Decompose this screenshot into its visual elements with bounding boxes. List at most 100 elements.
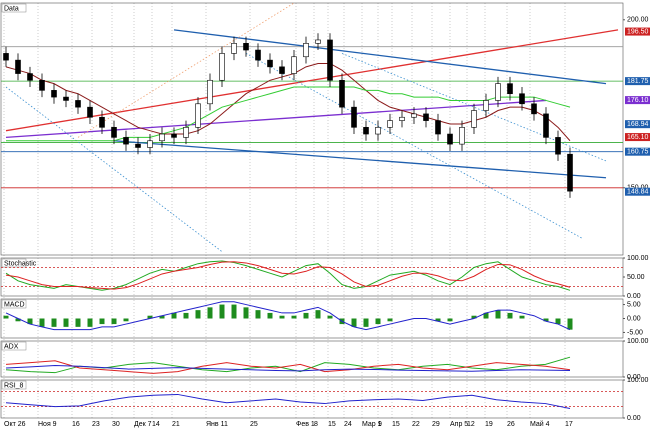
trend-line — [173, 29, 607, 85]
bar — [519, 315, 525, 319]
trend-line — [5, 29, 619, 132]
bar — [63, 318, 69, 327]
candle-body — [351, 106, 357, 128]
bar — [543, 318, 549, 322]
price-tag — [625, 27, 650, 36]
x-tick-label: 15 — [328, 421, 336, 428]
candle-body — [255, 49, 261, 61]
candle-body — [195, 103, 201, 128]
bar — [483, 312, 489, 319]
candle-body — [123, 137, 129, 145]
candle-body — [291, 56, 297, 74]
y-tick-label: 0.00 — [627, 293, 641, 300]
price-tag-label: 148.84 — [627, 189, 649, 196]
candle-body — [363, 127, 369, 135]
bar — [375, 318, 381, 325]
bar — [147, 315, 153, 319]
trend-line — [113, 140, 607, 179]
price-tag-label: 160.75 — [627, 149, 649, 156]
x-tick-label: 9 — [378, 421, 382, 428]
candle-body — [207, 79, 213, 105]
bar — [183, 312, 189, 319]
price-tag — [625, 77, 650, 86]
candle-body — [99, 116, 105, 128]
y-tick-label: 100.00 — [627, 255, 649, 262]
bar — [15, 318, 21, 322]
y-tick-label: 5.00 — [627, 301, 641, 308]
indicator-line — [5, 360, 571, 374]
bar — [327, 315, 333, 319]
x-tick-label: 14 — [152, 421, 160, 428]
candle-body — [435, 120, 441, 135]
bar — [207, 307, 213, 319]
candle-body — [387, 120, 393, 128]
price-tag-label: 168.94 — [627, 121, 649, 128]
price-tag — [625, 147, 650, 156]
candle-body — [243, 43, 249, 51]
panel-title-box — [1, 3, 27, 13]
panel-title-box — [1, 299, 27, 309]
bar — [51, 318, 57, 327]
y-tick-label: 200.00 — [627, 17, 649, 24]
candle-body — [15, 59, 21, 74]
price-tag — [625, 187, 650, 196]
bar — [495, 310, 501, 319]
trend-line — [245, 53, 583, 239]
x-tick-label: Май 4 — [530, 420, 550, 428]
x-tick-label: 30 — [112, 421, 120, 428]
candle-body — [231, 43, 237, 54]
price-tag-label: 196.50 — [627, 28, 649, 35]
x-tick-label: 29 — [432, 421, 440, 428]
bar — [3, 315, 9, 319]
x-tick-label: 22 — [412, 421, 420, 428]
bar — [99, 318, 105, 325]
bar — [255, 310, 261, 319]
candle-body — [399, 116, 405, 121]
x-tick-label: 12 — [467, 421, 475, 428]
price-tag-label: 165.10 — [627, 134, 649, 141]
bar — [279, 315, 285, 319]
bar — [75, 318, 81, 327]
candle-body — [339, 79, 345, 108]
candle-body — [375, 127, 381, 135]
bar — [219, 304, 225, 319]
x-tick-label: 8 — [314, 421, 318, 428]
panel-title-box — [1, 380, 27, 390]
y-tick-label: 0.00 — [627, 415, 641, 422]
bar — [39, 318, 45, 327]
x-tick-label: 26 — [507, 421, 515, 428]
bar — [507, 312, 513, 319]
price-tag-label: 176.10 — [627, 97, 649, 104]
candle-body — [519, 93, 525, 105]
bar — [555, 318, 561, 325]
candle-body — [423, 113, 429, 121]
candle-body — [483, 100, 489, 111]
candle-body — [531, 103, 537, 115]
trend-line — [5, 86, 223, 252]
candle-body — [219, 53, 225, 81]
indicator-line — [5, 393, 571, 409]
bar — [111, 318, 117, 325]
panel-title-box — [1, 341, 27, 351]
candle-body — [135, 143, 141, 148]
x-tick-label: 15 — [392, 421, 400, 428]
bar — [87, 318, 93, 327]
candle-body — [39, 79, 45, 91]
indicator-line — [5, 260, 571, 291]
panel-frame — [0, 340, 624, 378]
indicator-line — [6, 86, 571, 142]
candle-body — [495, 83, 501, 101]
x-tick-label: 17 — [565, 421, 573, 428]
candle-body — [555, 137, 561, 155]
x-tick-label: Апр 5 — [450, 421, 468, 428]
x-tick-label: 23 — [92, 421, 100, 428]
panel-title: MACD — [4, 301, 25, 308]
bar — [447, 318, 453, 322]
bar — [195, 310, 201, 319]
bar — [435, 318, 441, 322]
y-tick-label: -5.00 — [627, 329, 643, 336]
x-tick-label: Дек 7 — [134, 421, 152, 428]
candle-body — [315, 39, 321, 44]
x-tick-label: Янв 11 — [206, 421, 228, 428]
bar — [27, 318, 33, 325]
